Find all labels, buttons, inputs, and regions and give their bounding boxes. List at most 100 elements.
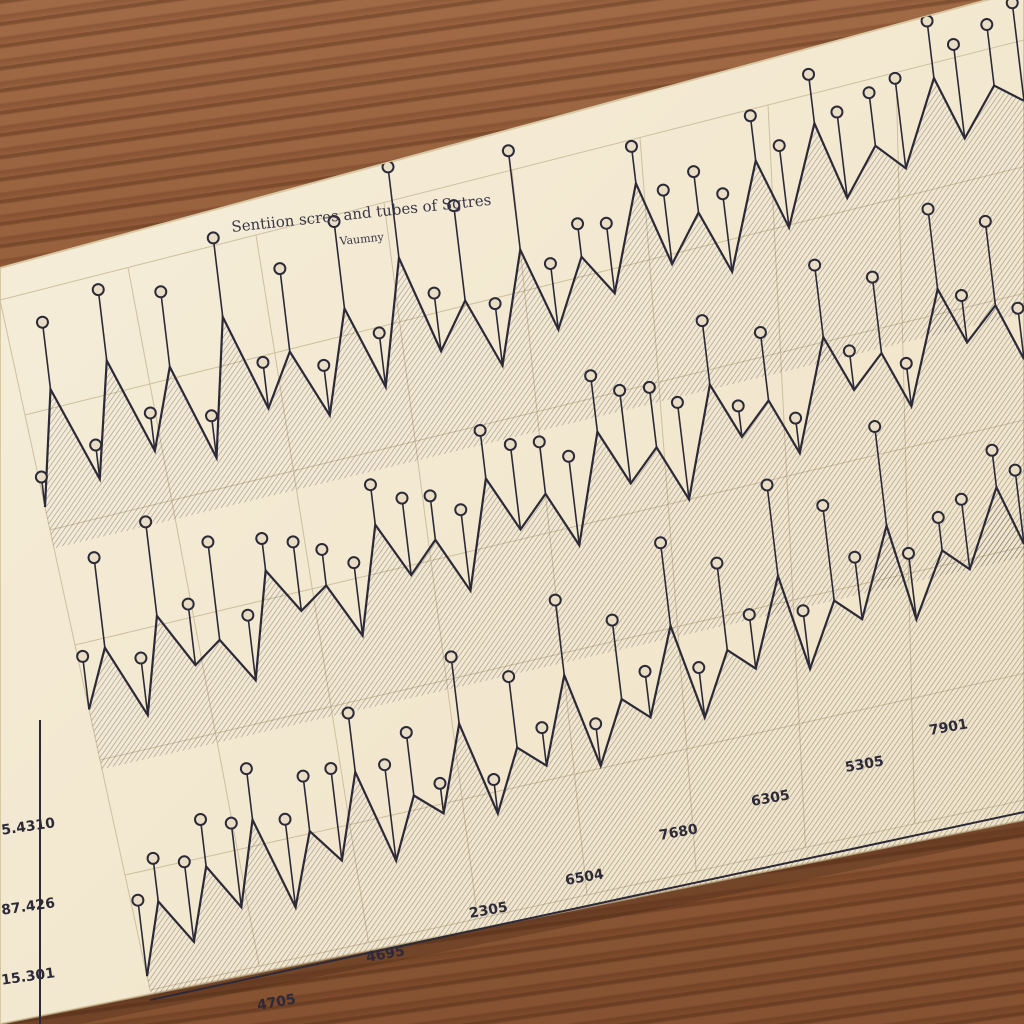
data-point-stem: [766, 484, 779, 577]
data-point-stem: [369, 484, 377, 525]
data-point-stem: [210, 415, 218, 458]
x-axis: [149, 811, 1024, 1001]
data-point-marker: [341, 706, 355, 720]
tick-label-layer: 15.301 87.426 5.4310 4705 4695 2305 6504 7680 63…: [0, 716, 969, 1014]
data-point-stem: [433, 292, 442, 352]
x-tick-label: 5305: [844, 753, 885, 776]
data-point-marker: [1005, 0, 1019, 10]
data-point-marker: [543, 257, 557, 271]
data-point-marker: [224, 816, 238, 830]
data-point-marker: [139, 515, 153, 529]
data-point-marker: [34, 470, 48, 484]
data-point-stem: [648, 387, 658, 448]
data-point-stem: [821, 505, 835, 601]
data-point-stem: [97, 289, 108, 361]
data-point-marker: [76, 649, 90, 663]
data-point-marker: [687, 165, 701, 179]
data-point-marker: [670, 395, 684, 409]
data-point-marker: [241, 608, 255, 622]
grid-line-vertical: [127, 267, 260, 967]
data-point-marker: [154, 285, 168, 299]
data-point-stem: [984, 221, 997, 306]
data-point-marker: [35, 315, 49, 329]
data-point-marker: [848, 550, 862, 564]
x-tick-label: 4695: [365, 943, 406, 966]
grid-line-horizontal: [0, 39, 1024, 301]
data-point-stem: [701, 320, 711, 385]
data-point-marker: [255, 532, 269, 545]
data-point-stem: [93, 557, 106, 648]
data-point-marker: [278, 812, 292, 826]
data-point-marker: [865, 270, 879, 284]
data-point-stem: [152, 858, 160, 902]
data-point-marker: [143, 406, 157, 420]
data-point-marker: [605, 613, 619, 627]
data-point-marker: [816, 499, 830, 513]
data-point-stem: [347, 712, 357, 773]
data-point-stem: [262, 362, 270, 409]
data-point-marker: [327, 215, 341, 229]
data-point-marker: [571, 217, 585, 231]
x-tick-label: 7901: [928, 716, 969, 739]
data-point-marker: [206, 231, 220, 245]
data-point-marker: [395, 491, 409, 505]
data-point-marker: [642, 380, 656, 394]
data-point-stem: [778, 145, 790, 228]
data-point-stem: [589, 375, 599, 432]
data-point-stem: [618, 390, 632, 484]
data-point-marker: [980, 18, 994, 32]
data-point-marker: [423, 489, 437, 503]
data-point-marker: [772, 139, 786, 153]
data-point-marker: [695, 314, 709, 328]
data-point-stem: [452, 205, 466, 301]
data-point-stem: [894, 78, 907, 169]
data-point-marker: [503, 437, 517, 451]
data-point-marker: [985, 443, 999, 457]
data-point-stem: [429, 495, 437, 540]
data-point-marker: [921, 202, 935, 216]
data-point-stem: [960, 499, 971, 570]
data-point-stem: [199, 819, 207, 867]
data-point-stem: [245, 768, 254, 820]
data-point-marker: [89, 438, 103, 452]
data-point-marker: [954, 289, 968, 303]
data-point-stem: [507, 150, 522, 250]
data-point-marker: [760, 478, 774, 492]
data-point-marker: [789, 411, 803, 425]
data-point-stem: [644, 671, 652, 718]
data-point-stem: [41, 322, 52, 390]
data-point-stem: [960, 295, 968, 343]
data-point-marker: [177, 855, 191, 869]
data-point-marker: [599, 216, 613, 230]
series-area: [147, 487, 1024, 1018]
data-point-marker: [433, 776, 447, 790]
data-point-marker: [842, 344, 856, 358]
data-point-marker: [317, 358, 331, 372]
data-point-stem: [554, 599, 566, 676]
data-point-stem: [401, 498, 413, 576]
data-point-stem: [279, 268, 291, 352]
data-point-stem: [952, 44, 966, 139]
data-point-stem: [159, 291, 171, 367]
data-point-marker: [201, 535, 215, 549]
data-point-marker: [204, 409, 218, 423]
data-point-marker: [742, 608, 756, 622]
y-tick-label: 15.301: [0, 965, 56, 988]
data-point-marker: [946, 37, 960, 51]
data-point-marker: [447, 199, 461, 213]
data-point-marker: [256, 355, 270, 369]
data-point-stem: [985, 24, 995, 86]
data-point-marker: [830, 105, 844, 119]
grid-line-vertical: [0, 299, 151, 991]
data-point-stem: [807, 74, 816, 124]
data-point-stem: [230, 823, 243, 908]
data-point-marker: [427, 286, 441, 300]
data-point-stem: [387, 166, 400, 259]
data-point-marker: [488, 297, 502, 311]
data-point-stem: [927, 208, 939, 290]
data-point-stem: [868, 92, 877, 146]
data-point-marker: [194, 812, 208, 826]
data-point-marker: [502, 670, 516, 684]
data-point-marker: [802, 67, 816, 81]
data-point-stem: [836, 111, 849, 199]
